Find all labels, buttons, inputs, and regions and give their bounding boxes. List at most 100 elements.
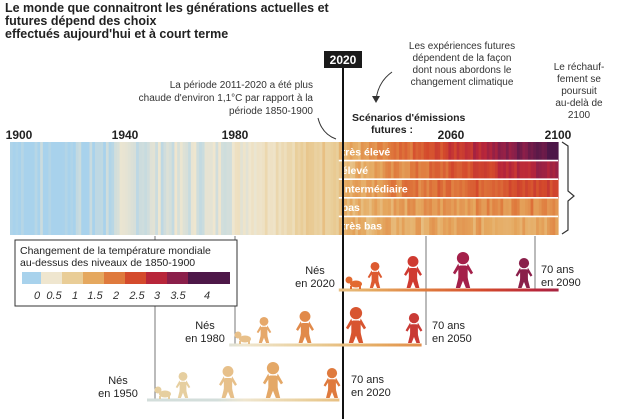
warming-stripe <box>166 142 170 235</box>
warming-stripe <box>10 142 14 235</box>
legend-swatch <box>62 272 83 284</box>
scenario-stripe <box>489 197 493 217</box>
warming-stripe <box>133 142 137 235</box>
lifeline-segment <box>363 288 367 292</box>
scenario-stripe <box>514 216 518 235</box>
scenario-stripe <box>418 142 422 161</box>
scenario-stripe <box>404 142 408 161</box>
scenario-stripe <box>459 142 463 161</box>
lifeline-segment <box>314 398 318 402</box>
warming-stripe <box>89 142 93 235</box>
lifeline-segment <box>349 288 354 292</box>
scenario-stripe <box>451 197 455 217</box>
scenario-stripe <box>360 142 365 161</box>
lifeline-segment <box>407 288 411 292</box>
lifeline-segment <box>330 398 334 402</box>
warming-stripe <box>294 142 299 235</box>
warming-stripe <box>163 142 167 235</box>
lifeline-segment <box>278 343 282 347</box>
scenario-stripe <box>371 197 376 217</box>
child-icon <box>367 262 383 288</box>
warming-stripe <box>136 142 140 235</box>
scenario-stripe <box>437 142 441 161</box>
warming-stripe <box>196 142 200 235</box>
scenario-stripe <box>431 142 436 161</box>
scenario-label: bas <box>342 202 360 214</box>
lifeline-segment <box>262 398 266 402</box>
lifeline-segment <box>410 343 414 347</box>
scenario-stripe <box>494 160 499 180</box>
scenario-stripe <box>344 160 348 180</box>
scenario-stripe <box>473 216 477 235</box>
scenario-stripe <box>390 179 395 198</box>
lifeline-segment <box>322 398 326 402</box>
scenario-stripe <box>473 160 477 180</box>
warming-stripe <box>45 142 49 235</box>
lifeline-segment <box>245 343 249 347</box>
scenario-stripe <box>552 216 556 235</box>
born-1950-word: Nés <box>108 375 128 387</box>
scenario-stripe <box>536 179 540 198</box>
scenario-stripe <box>456 179 460 198</box>
lifeline-segment <box>231 343 236 347</box>
scenario-stripe <box>530 160 534 180</box>
scenario-stripe <box>538 216 543 235</box>
scenario-stripe <box>401 197 406 217</box>
scenario-stripe <box>338 142 343 161</box>
scenario-stripe <box>478 160 482 180</box>
scenario-stripe <box>360 160 365 180</box>
future-annotation-line-1: Les expériences futures <box>409 41 515 52</box>
lifeline-segment <box>445 288 449 292</box>
scenario-stripe <box>494 142 499 161</box>
scenario-stripe <box>363 160 367 180</box>
scenario-stripe <box>363 142 367 161</box>
scenario-stripe <box>390 197 395 217</box>
scenario-stripe <box>338 216 343 235</box>
warming-annotation-line-4: au-delà de <box>555 98 603 109</box>
warming-stripe <box>278 142 282 235</box>
lifeline-segment <box>294 343 299 347</box>
lifeline-segment <box>278 398 282 402</box>
scenario-stripe <box>459 197 463 217</box>
lifeline-segment <box>316 398 321 402</box>
warming-stripe <box>111 142 115 235</box>
scenario-stripe <box>429 179 433 198</box>
lifeline-segment <box>544 288 548 292</box>
scenario-stripe <box>344 142 348 161</box>
lifeline-segment <box>311 343 315 347</box>
scenario-stripe <box>410 142 414 161</box>
warming-stripe <box>138 142 143 235</box>
lifeline-segment <box>327 398 332 402</box>
warming-stripe <box>333 142 337 235</box>
lifeline-segment <box>349 343 354 347</box>
scenario-stripe <box>440 179 444 198</box>
warming-stripe <box>114 142 118 235</box>
warming-stripe <box>144 142 148 235</box>
warming-stripe <box>223 142 228 235</box>
scenario-stripe <box>440 160 444 180</box>
legend-tick-label: 1 <box>72 290 78 302</box>
scenario-stripe <box>511 179 515 198</box>
lifeline-segment <box>357 343 362 347</box>
period-annotation-line-1: La période 2011-2020 a été plus <box>170 80 313 91</box>
scenario-stripe <box>527 216 532 235</box>
year-2020-label: 2020 <box>330 53 357 67</box>
future-annotation-line-2: dépendent de la façon <box>413 53 512 64</box>
scenario-stripe <box>396 197 400 217</box>
scenario-stripe <box>437 197 441 217</box>
scenario-stripe <box>489 160 493 180</box>
lifeline-segment <box>393 343 397 347</box>
scenario-stripe <box>388 142 392 161</box>
scenario-stripe <box>549 160 554 180</box>
scenario-stripe <box>448 179 452 198</box>
scenario-stripe <box>407 216 411 235</box>
scenario-stripe <box>349 179 354 198</box>
generation-1980-labels: Nés en 1980 70 ans en 2050 <box>185 320 472 345</box>
scenario-stripe <box>552 160 556 180</box>
warming-stripe <box>292 142 296 235</box>
lifeline-segment <box>303 398 307 402</box>
lifeline-segment <box>437 288 441 292</box>
warming-stripe <box>23 142 28 235</box>
legend-tick-label: 1.5 <box>87 290 103 302</box>
scenario-stripe <box>456 160 460 180</box>
